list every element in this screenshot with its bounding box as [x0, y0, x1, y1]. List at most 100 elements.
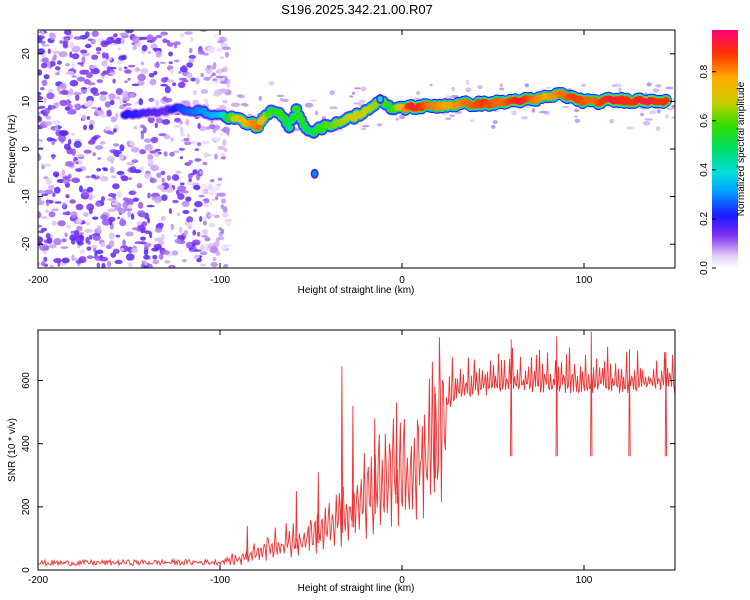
noise-speckle: [200, 72, 205, 78]
noise-speckle: [156, 222, 164, 228]
noise-speckle: [169, 151, 175, 157]
noise-speckle: [166, 175, 172, 181]
noise-speckle: [173, 234, 178, 238]
noise-speckle: [168, 208, 172, 215]
noise-speckle: [155, 50, 162, 58]
noise-speckle: [204, 237, 211, 242]
noise-speckle: [169, 265, 174, 268]
colorbar: 0.0 0.2 0.4 0.6 0.8 Normalized spectral ampl…: [699, 30, 747, 275]
noise-speckle: [153, 243, 162, 250]
noise-speckle: [117, 190, 122, 198]
noise-speckle: [45, 209, 50, 214]
noise-speckle: [664, 114, 669, 119]
noise-speckle: [56, 85, 61, 92]
noise-speckle: [166, 79, 175, 83]
noise-speckle: [176, 189, 180, 196]
noise-speckle: [65, 71, 75, 75]
noise-speckle: [92, 216, 99, 220]
noise-speckle: [73, 36, 83, 40]
noise-speckle: [499, 83, 503, 88]
noise-speckle: [154, 62, 160, 68]
noise-speckle: [89, 65, 96, 70]
noise-speckle: [38, 211, 42, 219]
noise-speckle: [43, 108, 51, 114]
noise-speckle: [221, 198, 227, 204]
noise-speckle: [477, 85, 483, 90]
noise-speckle: [179, 120, 183, 125]
colorbar-ticks: 0.0 0.2 0.4 0.6 0.8: [699, 64, 716, 275]
noise-speckle: [470, 119, 475, 123]
noise-speckle: [49, 32, 56, 40]
noise-speckle: [215, 195, 219, 201]
noise-speckle: [79, 249, 85, 254]
noise-speckle: [92, 152, 96, 157]
noise-speckle: [38, 236, 44, 243]
noise-speckle: [176, 212, 181, 217]
noise-speckle: [78, 185, 83, 193]
noise-speckle: [146, 34, 154, 42]
noise-speckle: [119, 247, 125, 252]
noise-speckle: [147, 50, 151, 55]
noise-speckle: [179, 182, 185, 186]
noise-speckle: [351, 91, 355, 95]
noise-speckle: [38, 190, 45, 194]
noise-speckle: [163, 151, 168, 157]
noise-speckle: [64, 106, 71, 111]
noise-speckle: [45, 115, 52, 120]
noise-speckle: [100, 241, 106, 248]
noise-speckle: [143, 254, 150, 260]
noise-speckle: [161, 215, 166, 222]
noise-speckle: [185, 118, 190, 126]
noise-speckle: [143, 265, 149, 268]
noise-speckle: [491, 110, 500, 113]
noise-speckle: [170, 137, 174, 142]
noise-speckle: [174, 43, 177, 49]
noise-speckle: [190, 77, 196, 82]
y-tick-label: 400: [21, 435, 32, 452]
noise-speckle: [87, 100, 94, 106]
noise-speckle: [90, 174, 97, 179]
noise-speckle: [65, 224, 72, 229]
noise-speckle: [99, 91, 108, 96]
noise-speckle: [62, 178, 69, 184]
noise-speckle: [140, 212, 146, 218]
noise-speckle: [91, 30, 99, 37]
noise-speckle: [183, 230, 189, 236]
noise-speckle: [498, 87, 505, 91]
noise-speckle: [119, 104, 126, 110]
noise-speckle: [358, 99, 367, 103]
noise-speckle: [188, 54, 196, 60]
noise-speckle: [38, 138, 43, 142]
noise-speckle: [40, 30, 45, 37]
noise-speckle: [53, 257, 62, 264]
noise-speckle: [160, 77, 168, 83]
noise-speckle: [147, 217, 151, 224]
noise-speckle: [465, 87, 472, 93]
noise-speckle: [178, 147, 185, 151]
noise-speckle: [360, 127, 367, 131]
noise-speckle: [122, 201, 129, 209]
noise-speckle: [219, 88, 226, 92]
noise-speckle: [104, 101, 111, 108]
noise-speckle: [149, 177, 157, 184]
noise-speckle: [219, 133, 225, 136]
noise-speckle: [102, 52, 106, 59]
noise-speckle: [174, 238, 182, 244]
noise-speckle: [109, 72, 116, 75]
noise-speckle: [179, 126, 184, 134]
noise-speckle: [58, 134, 67, 142]
noise-speckle: [193, 208, 198, 212]
y-tick-label: -10: [21, 189, 32, 204]
noise-speckle: [200, 89, 209, 94]
noise-speckle: [465, 80, 470, 85]
colorbar-tick-label: 0.2: [699, 212, 710, 226]
noise-speckle: [95, 47, 102, 52]
noise-speckle: [219, 80, 228, 84]
noise-speckle: [197, 122, 201, 129]
noise-speckle: [223, 263, 229, 268]
noise-speckle: [133, 125, 138, 130]
noise-speckle: [148, 72, 155, 78]
noise-speckle: [84, 43, 92, 49]
noise-speckle: [210, 179, 215, 183]
